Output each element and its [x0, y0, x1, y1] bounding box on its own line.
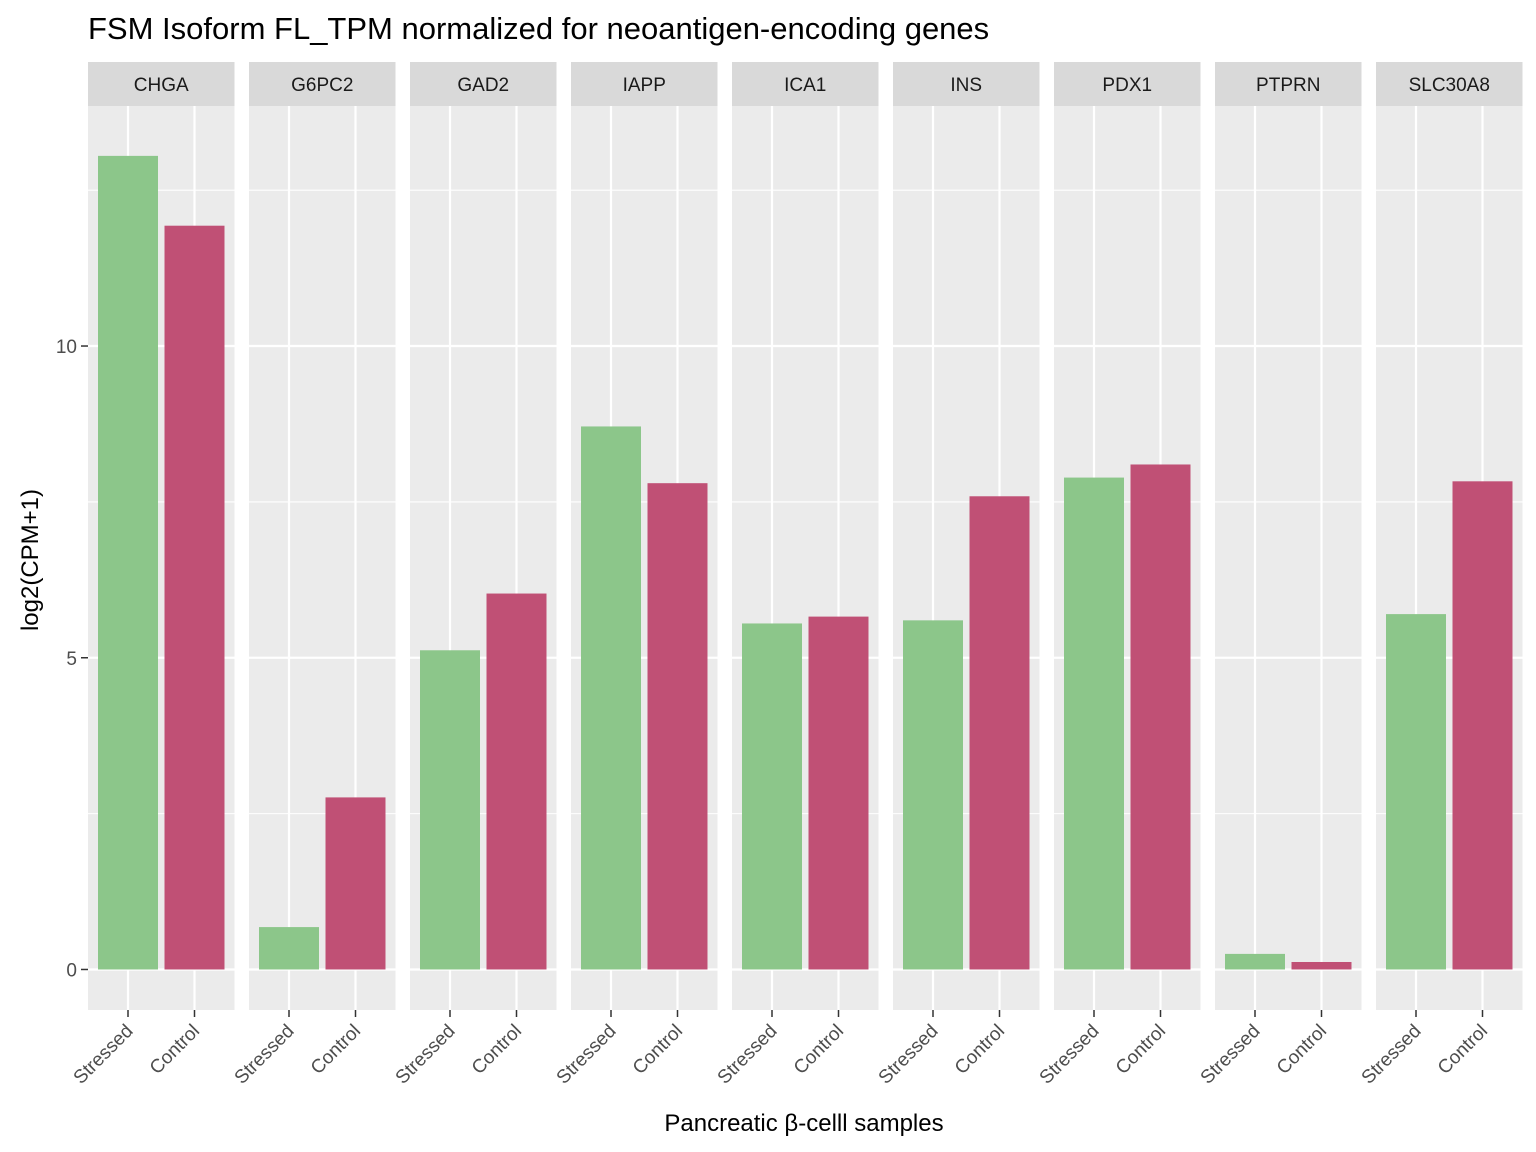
bar-chga-stressed — [98, 155, 158, 970]
bar-ica1-stressed — [742, 623, 802, 970]
facet-strip — [1054, 62, 1201, 106]
bar-slc30a8-stressed — [1386, 614, 1446, 970]
facet-strip — [732, 62, 879, 106]
facet-strip — [1376, 62, 1523, 106]
y-tick-label: 10 — [56, 337, 77, 358]
bar-gad2-control — [486, 593, 547, 970]
facet-chga: CHGA Stressed Control — [70, 62, 235, 1089]
y-tick-label: 5 — [66, 649, 77, 670]
facet-strip-label: PTPRN — [1256, 75, 1320, 96]
bar-ins-control — [969, 496, 1030, 970]
x-tick-label: Control — [1112, 1021, 1170, 1079]
bar-g6pc2-control — [325, 797, 386, 970]
x-tick-label: Stressed — [70, 1021, 138, 1089]
bar-iapp-control — [647, 483, 708, 970]
x-tick-label: Stressed — [1197, 1021, 1265, 1089]
facet-strip-label: CHGA — [134, 75, 189, 96]
facet-strip — [893, 62, 1040, 106]
x-tick-label: Control — [629, 1021, 687, 1079]
x-tick-label: Stressed — [1358, 1021, 1426, 1089]
x-tick-label: Control — [468, 1021, 526, 1079]
x-axis-title: Pancreatic β-celll samples — [664, 1110, 943, 1137]
bar-ptprn-stressed — [1225, 953, 1285, 970]
bar-pdx1-stressed — [1064, 477, 1124, 970]
facet-strip-label: SLC30A8 — [1409, 75, 1490, 96]
facet-pdx1: PDX1 Stressed Control — [1036, 62, 1201, 1089]
x-tick-label: Stressed — [553, 1021, 621, 1089]
x-tick-label: Stressed — [1036, 1021, 1104, 1089]
facet-strip-label: PDX1 — [1102, 75, 1152, 96]
bar-g6pc2-stressed — [259, 927, 319, 970]
x-tick-label: Control — [951, 1021, 1009, 1079]
x-tick-label: Control — [1434, 1021, 1492, 1079]
bar-ica1-control — [808, 616, 869, 970]
facet-strip-label: G6PC2 — [291, 75, 353, 96]
chart-title: FSM Isoform FL_TPM normalized for neoant… — [88, 11, 989, 46]
facet-ptprn: PTPRN Stressed Control — [1197, 62, 1362, 1089]
facet-strip — [410, 62, 557, 106]
y-tick-label: 0 — [66, 960, 77, 981]
facet-strip-label: IAPP — [623, 75, 666, 96]
facet-strip — [571, 62, 718, 106]
x-tick-label: Control — [790, 1021, 848, 1079]
bar-pdx1-control — [1130, 464, 1191, 970]
bar-chga-control — [164, 225, 225, 970]
x-tick-label: Stressed — [231, 1021, 299, 1089]
bar-ptprn-control — [1291, 961, 1352, 970]
panel-background — [1215, 106, 1362, 1010]
facet-strip-label: ICA1 — [784, 75, 826, 96]
facet-iapp: IAPP Stressed Control — [553, 62, 718, 1089]
x-tick-label: Control — [146, 1021, 204, 1079]
facet-slc30a8: SLC30A8 Stressed Control — [1358, 62, 1523, 1089]
y-axis-title: log2(CPM+1) — [17, 489, 44, 631]
bar-slc30a8-control — [1452, 481, 1513, 970]
facet-strip — [1215, 62, 1362, 106]
bar-gad2-stressed — [420, 650, 480, 970]
x-tick-label: Stressed — [875, 1021, 943, 1089]
facet-ica1: ICA1 Stressed Control — [714, 62, 879, 1089]
y-axis: 0 5 10 — [56, 337, 88, 981]
x-tick-label: Stressed — [714, 1021, 782, 1089]
facet-ins: INS Stressed Control — [875, 62, 1040, 1089]
bar-ins-stressed — [903, 620, 963, 970]
facet-strip-label: GAD2 — [457, 75, 509, 96]
x-tick-label: Control — [307, 1021, 365, 1079]
facet-strip — [249, 62, 396, 106]
facet-gad2: GAD2 Stressed Control — [392, 62, 557, 1089]
facet-strip — [88, 62, 235, 106]
x-tick-label: Control — [1273, 1021, 1331, 1079]
facet-strip-label: INS — [950, 75, 982, 96]
x-tick-label: Stressed — [392, 1021, 460, 1089]
facet-g6pc2: G6PC2 Stressed Control — [231, 62, 396, 1089]
bar-iapp-stressed — [581, 426, 641, 970]
